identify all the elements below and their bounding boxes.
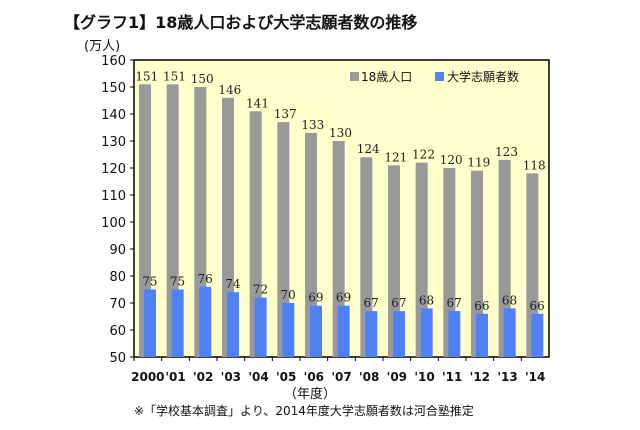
bar-population [526, 173, 539, 357]
bar-population [166, 84, 179, 358]
data-label-population: 141 [246, 96, 269, 110]
x-tick-label: 2000 [131, 370, 164, 384]
bar-population [471, 170, 483, 357]
data-label-population: 121 [384, 150, 407, 164]
data-label-applicants: 74 [225, 277, 241, 291]
data-label-applicants: 67 [447, 296, 462, 310]
y-tick-label: 130 [101, 135, 126, 150]
data-label-applicants: 68 [502, 293, 517, 307]
bar-population [332, 141, 345, 357]
x-tick-label: '10 [414, 370, 434, 384]
bar-applicants [171, 289, 184, 357]
bar-applicants [310, 305, 322, 357]
legend-swatch-applicants [435, 72, 444, 81]
data-label-population: 151 [163, 69, 186, 83]
y-tick-label: 160 [101, 54, 126, 69]
data-label-applicants: 67 [364, 296, 379, 310]
bar-applicants [420, 308, 433, 357]
x-tick-label: '02 [193, 370, 213, 384]
x-tick-label: '01 [165, 370, 185, 384]
data-label-population: 119 [467, 156, 490, 170]
y-tick-label: 60 [109, 324, 126, 339]
data-label-applicants: 66 [474, 299, 489, 313]
data-label-population: 123 [495, 145, 518, 159]
data-label-population: 137 [274, 107, 297, 121]
bar-applicants [503, 308, 516, 357]
data-label-population: 150 [191, 72, 214, 86]
y-tick-label: 140 [101, 108, 126, 123]
data-label-population: 146 [218, 83, 241, 97]
chart-title: 【グラフ1】18歳人口および大学志願者数の推移 [64, 13, 417, 32]
data-label-applicants: 69 [336, 291, 351, 305]
y-tick-label: 100 [101, 216, 126, 231]
bar-population [498, 159, 511, 357]
bar-population [139, 84, 151, 358]
bar-applicants [282, 303, 295, 357]
x-tick-label: '04 [248, 370, 268, 384]
data-label-population: 151 [135, 69, 158, 83]
bar-population [249, 111, 262, 357]
y-tick-label: 150 [101, 81, 126, 96]
legend: 18歳人口 大学志願者数 [350, 69, 519, 84]
data-label-applicants: 76 [198, 272, 213, 286]
bar-applicants [476, 313, 488, 357]
bar-applicants [227, 292, 239, 357]
bar-population [388, 165, 400, 357]
data-label-population: 122 [412, 148, 435, 162]
data-label-population: 124 [357, 142, 380, 156]
x-tick-label: '11 [442, 370, 462, 384]
x-tick-label: '07 [331, 370, 351, 384]
data-label-population: 120 [440, 153, 463, 167]
y-tick-label: 80 [109, 270, 126, 285]
bar-population [360, 157, 373, 357]
data-label-population: 133 [301, 118, 324, 132]
bar-applicants [254, 297, 267, 357]
x-tick-label: '08 [359, 370, 379, 384]
y-tick-label: 50 [109, 351, 126, 366]
footnote: ※「学校基本調査」より、2014年度大学志願者数は河合塾推定 [134, 403, 474, 418]
data-label-applicants: 66 [530, 299, 545, 313]
data-label-applicants: 75 [142, 275, 157, 289]
legend-label-population: 18歳人口 [361, 70, 412, 84]
x-tick-label: '14 [525, 370, 545, 384]
data-label-applicants: 75 [170, 275, 185, 289]
x-tick-label: '12 [470, 370, 490, 384]
bar-applicants [337, 305, 350, 357]
bar-applicants [144, 289, 156, 357]
x-axis-label: （年度） [284, 386, 336, 402]
y-axis-label: (万人) [84, 39, 120, 54]
x-tick-label: '05 [276, 370, 296, 384]
y-tick-label: 90 [109, 243, 126, 258]
data-label-applicants: 70 [281, 288, 296, 302]
x-tick-label: '06 [304, 370, 324, 384]
data-label-population: 118 [523, 158, 546, 172]
data-label-applicants: 72 [253, 283, 268, 297]
x-tick-label: '13 [497, 370, 517, 384]
bar-applicants [448, 311, 461, 357]
data-label-applicants: 69 [308, 291, 323, 305]
y-tick-label: 70 [109, 297, 126, 312]
bar-population [443, 168, 456, 357]
legend-swatch-population [350, 72, 359, 81]
data-label-population: 130 [329, 126, 352, 140]
y-tick-label: 120 [101, 162, 126, 177]
bar-applicants [199, 286, 212, 357]
legend-label-applicants: 大学志願者数 [447, 69, 519, 84]
bar-population [305, 132, 317, 357]
data-label-applicants: 67 [391, 296, 406, 310]
bar-applicants [393, 311, 405, 357]
data-label-applicants: 68 [419, 293, 434, 307]
bar-applicants [531, 313, 544, 357]
bar-population [277, 122, 290, 357]
bar-applicants [365, 311, 378, 357]
x-tick-label: '03 [221, 370, 241, 384]
y-tick-label: 110 [101, 189, 126, 204]
x-tick-label: '09 [387, 370, 407, 384]
